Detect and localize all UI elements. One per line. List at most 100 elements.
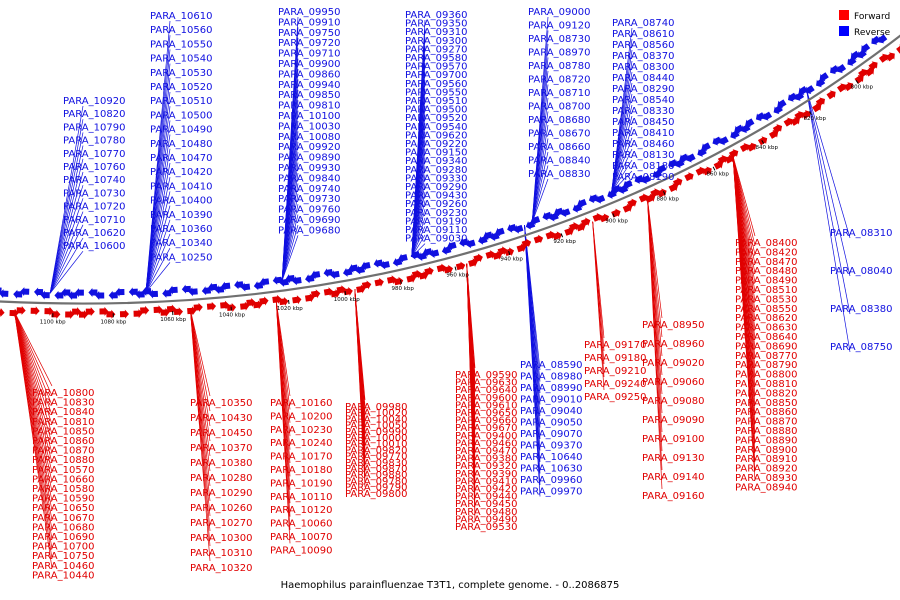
gene-label: PARA_09330 (405, 173, 467, 184)
gene-label: PARA_10470 (150, 153, 212, 164)
forward-gene-arrow (443, 264, 454, 274)
gene-label: PARA_10250 (150, 252, 212, 263)
reverse-gene-arrow (108, 290, 118, 300)
gene-label: PARA_09980 (345, 402, 407, 413)
gene-label: PARA_08620 (735, 313, 797, 324)
tick-marks: 1100 kbp 1080 kbp 1060 kbp 1040 kbp 1020 kbp… (40, 80, 874, 325)
gene-label: PARA_08910 (735, 454, 797, 465)
forward-gene-arrow (695, 166, 705, 176)
tick-mark (855, 80, 859, 84)
gene-label: PARA_09760 (278, 205, 340, 216)
gene-label: PARA_08300 (612, 62, 674, 73)
leader-line (49, 145, 84, 294)
forward-gene-arrow (279, 297, 289, 306)
forward-gene-arrow (455, 261, 466, 271)
forward-gene-arrow (580, 217, 591, 227)
gene-label: PARA_09750 (278, 28, 340, 39)
forward-gene-arrow (858, 68, 868, 78)
forward-gene-arrow (85, 307, 95, 317)
forward-gene-arrow (521, 238, 532, 248)
leader-line (49, 250, 84, 294)
forward-gene-arrow (885, 52, 895, 62)
gene-label: PARA_08870 (735, 417, 797, 428)
gene-label: PARA_08680 (528, 115, 590, 126)
gene-label: PARA_09680 (278, 225, 340, 236)
gene-label: PARA_10170 (270, 452, 332, 463)
gene-label: PARA_10790 (63, 122, 125, 133)
gene-label: PARA_09820 (345, 445, 407, 456)
forward-gene-arrow (411, 269, 422, 279)
leader-line (354, 289, 366, 487)
leader-line (145, 120, 171, 293)
gene-label: PARA_08400 (735, 238, 797, 249)
reverse-gene-arrow (513, 224, 524, 234)
gene-label: PARA_10700 (32, 542, 94, 553)
gene-label: PARA_10440 (32, 570, 94, 581)
gene-label: PARA_09790 (345, 483, 407, 494)
forward-gene-arrow (638, 193, 649, 203)
gene-label: PARA_08540 (612, 95, 674, 106)
leader-line (281, 235, 299, 281)
reverse-gene-arrow (88, 288, 98, 298)
gene-label: PARA_09600 (455, 393, 517, 404)
tick-mark (612, 213, 615, 218)
reverse-gene-arrow (115, 287, 125, 297)
leader-line (806, 89, 851, 353)
reverse-gene-arrow (577, 198, 587, 208)
reverse-gene-arrow (168, 285, 178, 295)
forward-gene-arrow (878, 53, 888, 63)
gene-label: PARA_10160 (270, 398, 332, 409)
gene-label: PARA_09530 (455, 522, 517, 533)
forward-gene-arrow (374, 277, 384, 287)
gene-label: PARA_08860 (735, 407, 797, 418)
gene-label: PARA_09060 (642, 377, 704, 388)
forward-gene-arrow (569, 222, 579, 231)
reverse-gene-arrow (348, 263, 359, 273)
reverse-gene-arrow (380, 260, 390, 270)
reverse-gene-arrow (34, 287, 44, 297)
leader-line (275, 301, 291, 544)
gene-label: PARA_10640 (520, 452, 582, 463)
forward-gene-arrow (772, 124, 783, 134)
tick-mark (662, 191, 666, 196)
forward-gene-arrow (896, 44, 900, 54)
gene-label: PARA_08370 (612, 51, 674, 62)
tick-mark (761, 139, 765, 144)
reverse-gene-arrow (712, 136, 722, 146)
reverse-gene-arrow (466, 239, 476, 249)
gene-label: PARA_09320 (455, 461, 517, 472)
reverse-gene-arrow (634, 174, 644, 184)
tick-label: 860 kbp (706, 172, 729, 178)
reverse-gene-arrow (148, 289, 159, 299)
gene-label: PARA_10290 (190, 488, 252, 499)
forward-gene-arrow (436, 263, 447, 273)
gene-label: PARA_09480 (455, 507, 517, 518)
gene-label: PARA_09230 (405, 208, 467, 219)
reverse-gene-arrow (542, 211, 552, 221)
reverse-gene-arrow (495, 227, 505, 237)
reverse-gene-arrow (554, 207, 564, 217)
gene-label: PARA_10490 (150, 125, 212, 136)
leader-line (145, 191, 171, 293)
gene-label: PARA_08410 (612, 128, 674, 139)
gene-label: PARA_09490 (455, 514, 517, 525)
reverse-gene-arrow (623, 179, 633, 189)
tick-label: 940 kbp (500, 257, 523, 263)
forward-gene-arrow (44, 306, 54, 316)
gene-label: PARA_09400 (455, 431, 517, 442)
forward-gene-arrow (826, 90, 836, 100)
reverse-gene-arrow (429, 249, 440, 259)
gene-label: PARA_08610 (612, 29, 674, 40)
gene-label: PARA_10570 (32, 465, 94, 476)
gene-label: PARA_10820 (63, 109, 125, 120)
gene-label: PARA_09860 (278, 69, 340, 80)
gene-label: PARA_08710 (528, 88, 590, 99)
forward-gene-arrow (65, 310, 75, 320)
leader-line (806, 89, 851, 277)
reverse-gene-arrow (259, 277, 270, 287)
leader-line (145, 248, 171, 293)
reverse-gene-arrow (777, 99, 787, 109)
gene-label: PARA_10740 (63, 175, 125, 186)
gene-label: PARA_08440 (612, 73, 674, 84)
gene-label: PARA_10690 (32, 532, 94, 543)
